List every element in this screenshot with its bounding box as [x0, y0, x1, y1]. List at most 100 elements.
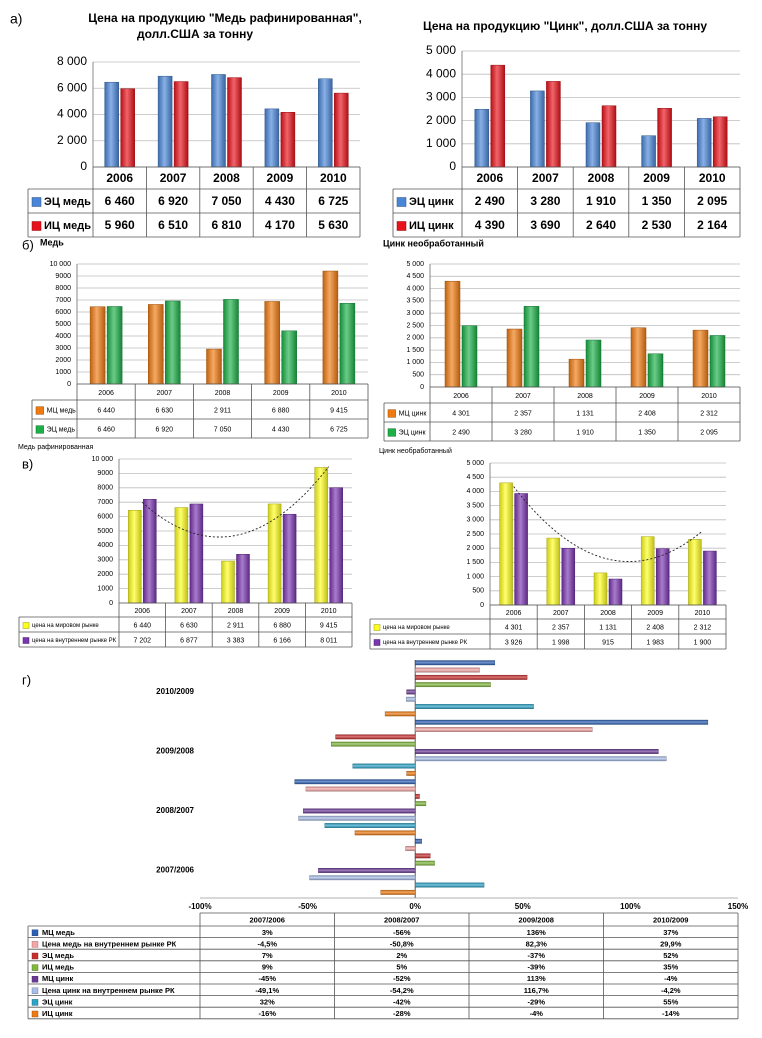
- g-y-category-label: 2007/2006: [156, 865, 194, 874]
- b1-legend-label: ЭЦ медь: [47, 426, 76, 433]
- b2-bar-МЦ-цинк-2007: [506, 328, 523, 388]
- b1-data-label: 6 630: [156, 407, 174, 414]
- g-data-label: -39%: [527, 963, 545, 972]
- v2-bar-цена-на-внутреннем-рынке-РК-2006: [514, 493, 528, 606]
- g-legend-label: Цена медь на внутреннем рынке РК: [42, 939, 177, 948]
- g-bar-МЦ-медь-2009/2008: [415, 719, 709, 725]
- a2-y-tick-label: 2 000: [426, 113, 456, 127]
- b1-data-label: 6 460: [97, 426, 115, 433]
- g-bar-ИЦ-медь-2009/2008: [331, 741, 416, 747]
- g-bar-ИЦ-медь-2007/2006: [415, 860, 435, 866]
- g-bar-ЭЦ-медь-2008/2007: [415, 793, 420, 799]
- v1-data-label: 2 911: [227, 622, 244, 629]
- g-data-label: 7%: [262, 951, 273, 960]
- a2-data-label: 1 350: [642, 194, 672, 208]
- b2-y-tick-label: 2 000: [406, 335, 424, 342]
- v1-data-label: 8 011: [320, 637, 337, 644]
- b1-y-tick-label: 0: [67, 381, 71, 388]
- a2-data-label: 3 690: [530, 218, 560, 232]
- b1-x-category-label: 2007: [157, 390, 173, 397]
- b2-bar-МЦ-цинк-2008: [568, 358, 585, 388]
- b1-data-label: 9 415: [330, 407, 348, 414]
- a1-x-category-label: 2010: [320, 171, 347, 185]
- b2-x-category-label: 2009: [639, 393, 655, 400]
- b1-y-tick-label: 2000: [55, 357, 71, 364]
- g-data-label: -16%: [258, 1009, 276, 1018]
- a1-chart-title: долл.США за тонну: [137, 27, 253, 41]
- v2-trendline: [513, 486, 703, 562]
- a1-y-tick-label: 6 000: [57, 80, 87, 94]
- a1-legend-swatch: [31, 197, 42, 207]
- a1-bar-ЭЦ-медь-2008: [211, 74, 226, 168]
- v2-x-category-label: 2006: [506, 610, 522, 617]
- g-data-label: 55%: [663, 997, 678, 1006]
- v2-data-label: 1 131: [599, 624, 617, 631]
- g-legend-label: ЭЦ медь: [42, 951, 74, 960]
- v1-y-tick-label: 7000: [97, 499, 113, 506]
- v1-y-tick-label: 0: [109, 600, 113, 607]
- a2-legend-swatch: [396, 197, 407, 207]
- a1-legend-swatch: [31, 221, 42, 231]
- v1-y-tick-label: 1000: [97, 585, 113, 592]
- a1-data-label: 7 050: [211, 194, 241, 208]
- g-legend-swatch: [31, 999, 39, 1006]
- v2-legend-swatch: [373, 624, 381, 631]
- g-data-label: 136%: [527, 928, 547, 937]
- g-bar-ЭЦ-цинк-2008/2007: [324, 823, 416, 828]
- a2-bar-ЭЦ-цинк-2007: [530, 90, 545, 168]
- v2-y-tick-label: 4 000: [466, 488, 484, 495]
- v2-x-category-label: 2008: [600, 610, 616, 617]
- g-data-label: -29%: [527, 997, 545, 1006]
- b2-data-label: 2 357: [514, 410, 532, 417]
- g-x-tick-label: 50%: [515, 902, 531, 911]
- b2-y-tick-label: 3 000: [406, 310, 424, 317]
- b2-bar-МЦ-цинк-2006: [444, 280, 461, 388]
- g-table-header: 2007/2006: [250, 915, 285, 924]
- g-data-label: -56%: [393, 928, 411, 937]
- a2-chart-title: Цена на продукцию "Цинк", долл.США за то…: [423, 19, 707, 33]
- v1-legend-swatch: [22, 622, 30, 629]
- b1-data-label: 7 050: [214, 426, 232, 433]
- b1-data-label: 6 920: [156, 426, 174, 433]
- b2-legend-swatch: [387, 428, 396, 437]
- b1-bar-МЦ-медь-2009: [264, 301, 280, 385]
- v2-y-tick-label: 1 000: [466, 573, 484, 580]
- b2-data-label: 4 301: [452, 410, 470, 417]
- g-bar-ЭЦ-цинк-2010/2009: [415, 704, 534, 709]
- b2-bar-ЭЦ-цинк-2006: [461, 325, 478, 388]
- b2-bar-МЦ-цинк-2010: [692, 329, 709, 388]
- v2-legend-label: цена на мировом рынке: [383, 625, 450, 631]
- a2-x-category-label: 2008: [588, 171, 615, 185]
- a2-data-label: 1 910: [586, 194, 616, 208]
- g-legend-label: МЦ цинк: [42, 974, 74, 983]
- g-legend-swatch: [31, 964, 39, 971]
- a2-bar-ИЦ-цинк-2008: [601, 105, 617, 168]
- g-data-label: -42%: [393, 997, 411, 1006]
- a2-y-tick-label: 3 000: [426, 90, 456, 104]
- g-data-label: -45%: [258, 974, 276, 983]
- b2-data-label: 1 131: [576, 410, 594, 417]
- b2-data-label: 2 490: [452, 429, 470, 436]
- b1-data-label: 6 725: [330, 426, 348, 433]
- v1-y-tick-label: 3000: [97, 557, 113, 564]
- b1-y-tick-label: 1000: [55, 369, 71, 376]
- g-y-category-label: 2008/2007: [156, 806, 194, 815]
- g-bar-Цена-медь-на-внутреннем-рынке-РК-2010/2009: [415, 667, 480, 673]
- g-bar-ЭЦ-медь-2009/2008: [335, 734, 416, 740]
- a1-data-label: 5 630: [318, 218, 348, 232]
- v2-data-label: 2 357: [552, 624, 570, 631]
- v2-y-tick-label: 3 500: [466, 502, 484, 509]
- b2-data-label: 1 350: [638, 429, 656, 436]
- g-data-label: 9%: [262, 963, 273, 972]
- v1-x-category-label: 2009: [274, 608, 290, 615]
- b2-x-category-label: 2007: [515, 393, 531, 400]
- g-data-label: 82,3%: [526, 939, 548, 948]
- b2-y-tick-label: 500: [412, 372, 424, 379]
- g-bar-ЭЦ-медь-2007/2006: [415, 853, 431, 859]
- b1-y-tick-label: 8000: [55, 285, 71, 292]
- v1-data-label: 6 166: [273, 637, 291, 644]
- g-data-label: -52%: [393, 974, 411, 983]
- b2-y-tick-label: 3 500: [406, 298, 424, 305]
- a2-x-category-label: 2007: [532, 171, 559, 185]
- a1-bar-ИЦ-медь-2009: [280, 112, 296, 168]
